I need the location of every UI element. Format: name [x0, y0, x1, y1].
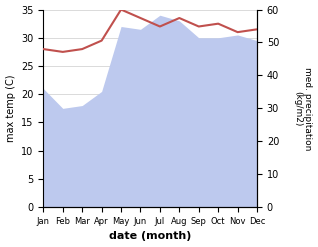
X-axis label: date (month): date (month) [109, 231, 191, 242]
Y-axis label: max temp (C): max temp (C) [5, 75, 16, 142]
Y-axis label: med. precipitation
(kg/m2): med. precipitation (kg/m2) [293, 67, 313, 150]
